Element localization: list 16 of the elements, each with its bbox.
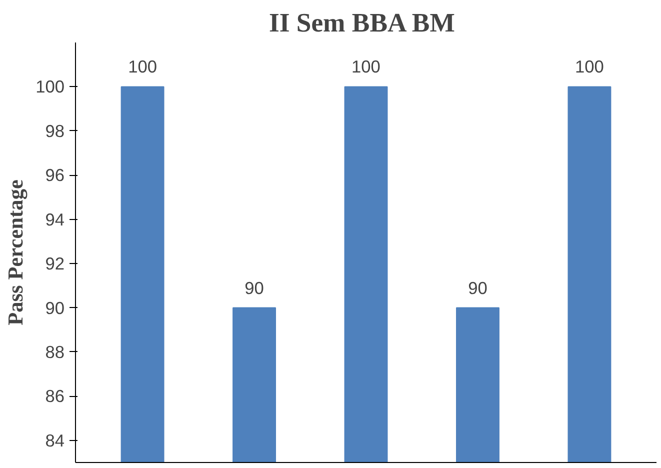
data-label: 100 — [352, 56, 380, 77]
y-tick-label: 92 — [45, 254, 65, 274]
data-label: 90 — [244, 278, 264, 298]
y-tick-label: 88 — [45, 342, 65, 362]
y-tick-label: 98 — [45, 120, 65, 141]
y-tick-label: 96 — [45, 165, 65, 186]
data-label: 90 — [468, 278, 488, 298]
y-tick-label: 86 — [45, 386, 65, 406]
y-tick-label: 90 — [45, 298, 65, 318]
data-label: 100 — [575, 56, 604, 77]
data-label: 100 — [128, 56, 158, 77]
y-tick-label: 84 — [45, 430, 65, 450]
y-axis-title: Pass Percentage — [4, 180, 28, 326]
y-tick-label: 100 — [36, 76, 65, 97]
chart-title: II Sem BBA BM — [268, 8, 455, 38]
y-tick-label: 94 — [45, 209, 65, 230]
